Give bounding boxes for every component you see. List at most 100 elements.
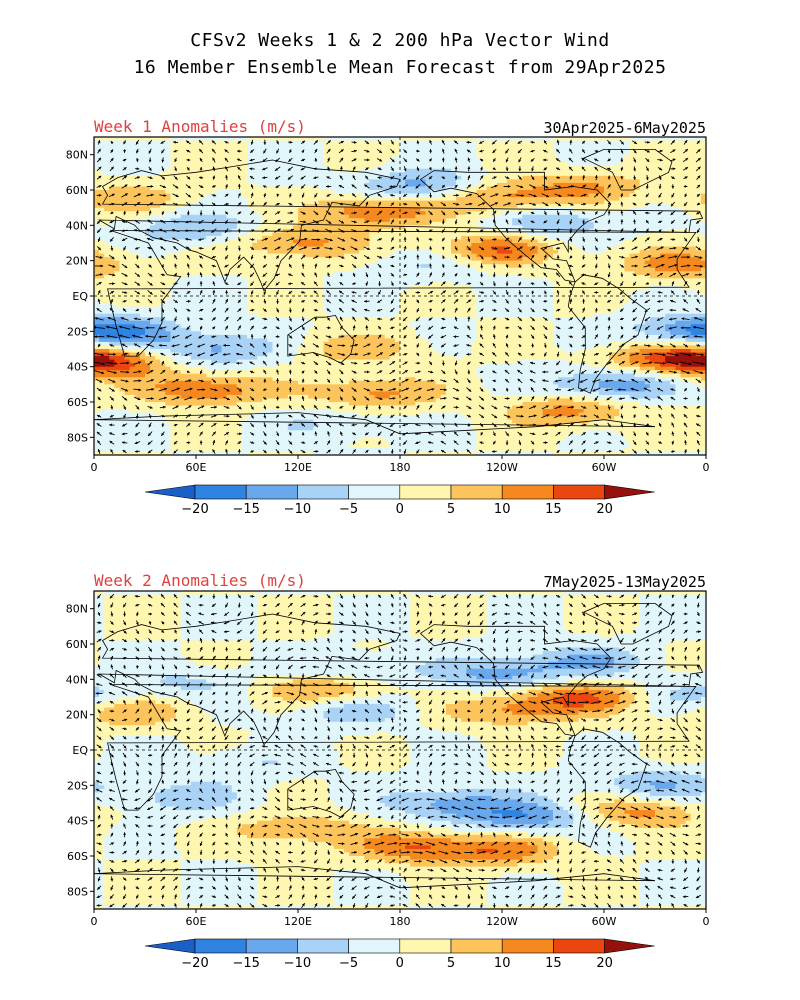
wind-arrowhead bbox=[148, 700, 152, 703]
wind-arrowhead bbox=[582, 397, 585, 401]
wind-arrowhead bbox=[556, 238, 560, 241]
wind-arrowhead bbox=[620, 334, 624, 338]
wind-arrowhead bbox=[138, 370, 142, 374]
wind-arrowhead bbox=[479, 361, 483, 365]
wind-arrowhead bbox=[494, 184, 498, 188]
wind-arrowhead bbox=[404, 159, 407, 162]
wind-arrowhead bbox=[697, 184, 700, 188]
wind-arrowhead bbox=[670, 212, 674, 215]
wind-arrowhead bbox=[696, 414, 699, 418]
wind-arrowhead bbox=[428, 167, 432, 171]
wind-arrowhead bbox=[670, 388, 674, 391]
wind-arrowhead bbox=[316, 833, 319, 837]
wind-arrowhead bbox=[302, 353, 306, 356]
wind-arrowhead bbox=[595, 334, 598, 338]
wind-arrowhead bbox=[531, 291, 535, 295]
wind-arrowhead bbox=[187, 263, 190, 267]
wind-arrowhead bbox=[493, 228, 496, 232]
wind-arrowhead bbox=[429, 195, 432, 198]
wind-arrowhead bbox=[135, 415, 139, 419]
wind-arrowhead bbox=[518, 282, 522, 286]
wind-arrowhead bbox=[136, 859, 140, 863]
wind-arrowhead bbox=[288, 291, 292, 294]
wind-arrowhead bbox=[633, 415, 637, 418]
wind-arrowhead bbox=[237, 370, 241, 374]
wind-arrowhead bbox=[312, 665, 316, 669]
wind-arrowhead bbox=[339, 166, 343, 170]
wind-arrowhead bbox=[659, 167, 663, 171]
wind-arrowhead bbox=[696, 423, 700, 427]
x-tick-label: 120W bbox=[486, 461, 518, 474]
wind-arrowhead bbox=[199, 770, 203, 774]
wind-arrowhead bbox=[352, 638, 356, 642]
wind-arrowhead bbox=[327, 449, 331, 453]
wind-arrowhead bbox=[189, 387, 193, 391]
wind-arrowhead bbox=[366, 238, 370, 241]
wind-arrowhead bbox=[200, 656, 204, 660]
wind-arrowhead bbox=[559, 414, 562, 417]
wind-arrowhead bbox=[224, 718, 228, 722]
wind-arrowhead bbox=[110, 887, 114, 891]
wind-arrowhead bbox=[250, 415, 254, 419]
wind-arrowhead bbox=[263, 424, 267, 428]
wind-arrowhead bbox=[480, 265, 483, 269]
wind-arrowhead bbox=[110, 823, 114, 827]
wind-arrowhead bbox=[670, 299, 674, 303]
wind-arrowhead bbox=[402, 432, 406, 436]
wind-arrowhead bbox=[441, 247, 445, 250]
wind-arrowhead bbox=[212, 166, 216, 170]
wind-arrowhead bbox=[225, 175, 228, 178]
wind-arrowhead bbox=[644, 318, 648, 321]
wind-arrowhead bbox=[699, 256, 703, 259]
wind-arrowhead bbox=[199, 833, 203, 837]
wind-arrowhead bbox=[276, 301, 279, 304]
wind-arrowhead bbox=[123, 772, 126, 776]
wind-arrowhead bbox=[352, 273, 356, 277]
wind-arrowhead bbox=[544, 326, 548, 330]
wind-arrowhead bbox=[569, 221, 573, 225]
wind-arrowhead bbox=[480, 415, 484, 418]
wind-arrowhead bbox=[110, 832, 113, 836]
wind-arrowhead bbox=[631, 379, 635, 382]
wind-arrowhead bbox=[212, 779, 216, 783]
wind-arrowhead bbox=[390, 194, 393, 197]
wind-arrowhead bbox=[288, 735, 292, 739]
wind-arrowhead bbox=[109, 423, 112, 427]
wind-arrowhead bbox=[582, 211, 585, 215]
wind-arrowhead bbox=[201, 405, 205, 409]
wind-arrowhead bbox=[687, 371, 691, 374]
wind-arrowhead bbox=[530, 352, 534, 356]
colorbar-1: −20 −15 −10 −5 0 5 10 15 20 bbox=[144, 484, 655, 517]
wind-arrowhead bbox=[97, 405, 101, 409]
wind-arrowhead bbox=[250, 622, 254, 625]
wind-arrowhead bbox=[199, 281, 203, 284]
wind-arrowhead bbox=[569, 247, 572, 251]
wind-arrowhead bbox=[199, 140, 202, 144]
wind-arrowhead bbox=[466, 440, 470, 444]
wind-arrowhead bbox=[250, 291, 254, 295]
wind-arrowhead bbox=[314, 852, 318, 855]
wind-arrowhead bbox=[136, 850, 139, 854]
wind-arrowhead bbox=[441, 157, 445, 161]
wind-arrowhead bbox=[276, 378, 279, 381]
wind-arrowhead bbox=[137, 176, 140, 179]
wind-arrowhead bbox=[314, 903, 318, 907]
wind-arrowhead bbox=[568, 264, 572, 268]
wind-arrowhead bbox=[199, 852, 203, 855]
wind-arrowhead bbox=[225, 432, 229, 435]
wind-arrowhead bbox=[303, 246, 307, 250]
wind-arrowhead bbox=[212, 175, 216, 179]
wind-arrowhead bbox=[121, 432, 125, 436]
wind-arrowhead bbox=[263, 772, 267, 776]
wind-arrowhead bbox=[314, 620, 318, 624]
wind-arrowhead bbox=[277, 228, 281, 232]
wind-arrowhead bbox=[581, 273, 585, 277]
wind-arrowhead bbox=[608, 238, 612, 241]
wind-arrowhead bbox=[326, 895, 330, 898]
wind-arrowhead bbox=[582, 140, 585, 144]
wind-arrowhead bbox=[605, 388, 608, 392]
wind-arrowhead bbox=[99, 255, 103, 259]
wind-arrowhead bbox=[595, 423, 599, 427]
wind-arrowhead bbox=[339, 869, 343, 873]
wind-arrowhead bbox=[468, 184, 471, 188]
